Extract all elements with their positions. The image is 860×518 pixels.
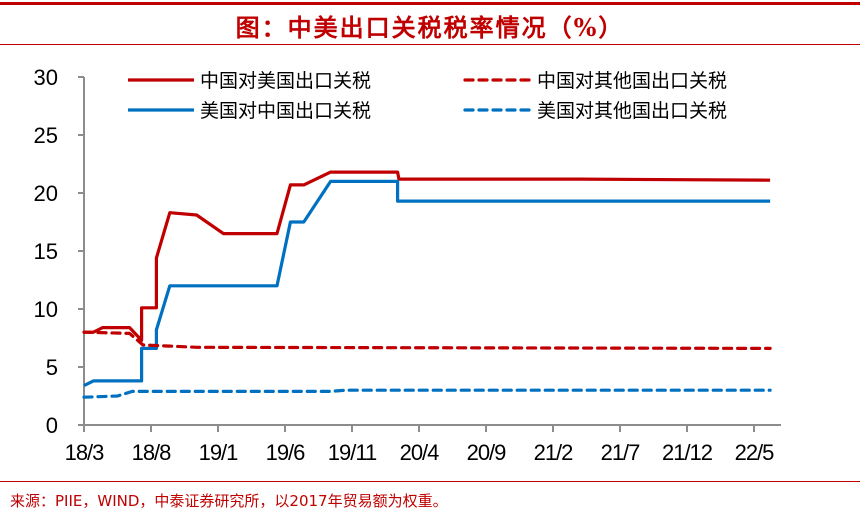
x-tick-label: 19/11 xyxy=(328,440,377,465)
plot-series xyxy=(82,170,772,399)
legend-item: 美国对其他国出口关税 xyxy=(463,100,727,122)
legend-label: 中国对美国出口关税 xyxy=(200,70,371,92)
x-tick-label: 18/3 xyxy=(65,440,105,465)
legend-item: 中国对美国出口关税 xyxy=(128,70,371,92)
x-tick-label: 18/8 xyxy=(132,440,172,465)
y-tick-label: 15 xyxy=(34,239,58,264)
source-divider xyxy=(0,481,860,482)
series-line-1 xyxy=(84,170,771,342)
line-chart: 0 5 10 15 20 25 30 18/3 18/8 19/1 19/6 19/11 20/4 20… xyxy=(34,65,781,465)
x-tick-label: 19/6 xyxy=(266,440,306,465)
legend-item: 中国对其他国出口关税 xyxy=(463,70,727,92)
x-tick-label: 22/5 xyxy=(735,440,775,465)
x-axis: 18/3 18/8 19/1 19/6 19/11 20/4 20/9 21/2 21/7 21/… xyxy=(65,424,781,465)
y-axis: 0 5 10 15 20 25 30 xyxy=(34,65,85,438)
top-rule xyxy=(0,2,860,5)
series-line-2 xyxy=(83,179,771,388)
x-tick-label: 20/9 xyxy=(467,440,507,465)
legend-label: 中国对其他国出口关税 xyxy=(537,70,727,92)
legend-item: 美国对中国出口关税 xyxy=(128,100,371,122)
series-line-3 xyxy=(82,330,772,350)
legend-label: 美国对其他国出口关税 xyxy=(537,100,727,122)
x-tick-label: 21/12 xyxy=(662,440,713,465)
x-tick-label: 19/1 xyxy=(199,440,239,465)
x-tick-label: 21/7 xyxy=(601,440,641,465)
series-line-4 xyxy=(82,388,772,399)
y-tick-label: 20 xyxy=(34,181,58,206)
y-tick-label: 25 xyxy=(34,123,58,148)
x-tick-label: 21/2 xyxy=(534,440,574,465)
y-tick-label: 30 xyxy=(34,65,58,90)
y-tick-label: 5 xyxy=(46,355,58,380)
source-note: 来源：PIIE，WIND，中泰证券研究所，以2017年贸易额为权重。 xyxy=(10,492,448,510)
title-divider xyxy=(0,44,860,45)
x-tick-label: 20/4 xyxy=(400,440,440,465)
y-tick-label: 0 xyxy=(46,413,58,438)
chart-title: 图：中美出口关税税率情况（%） xyxy=(235,13,625,42)
legend-label: 美国对中国出口关税 xyxy=(200,100,371,122)
y-tick-label: 10 xyxy=(34,297,58,322)
